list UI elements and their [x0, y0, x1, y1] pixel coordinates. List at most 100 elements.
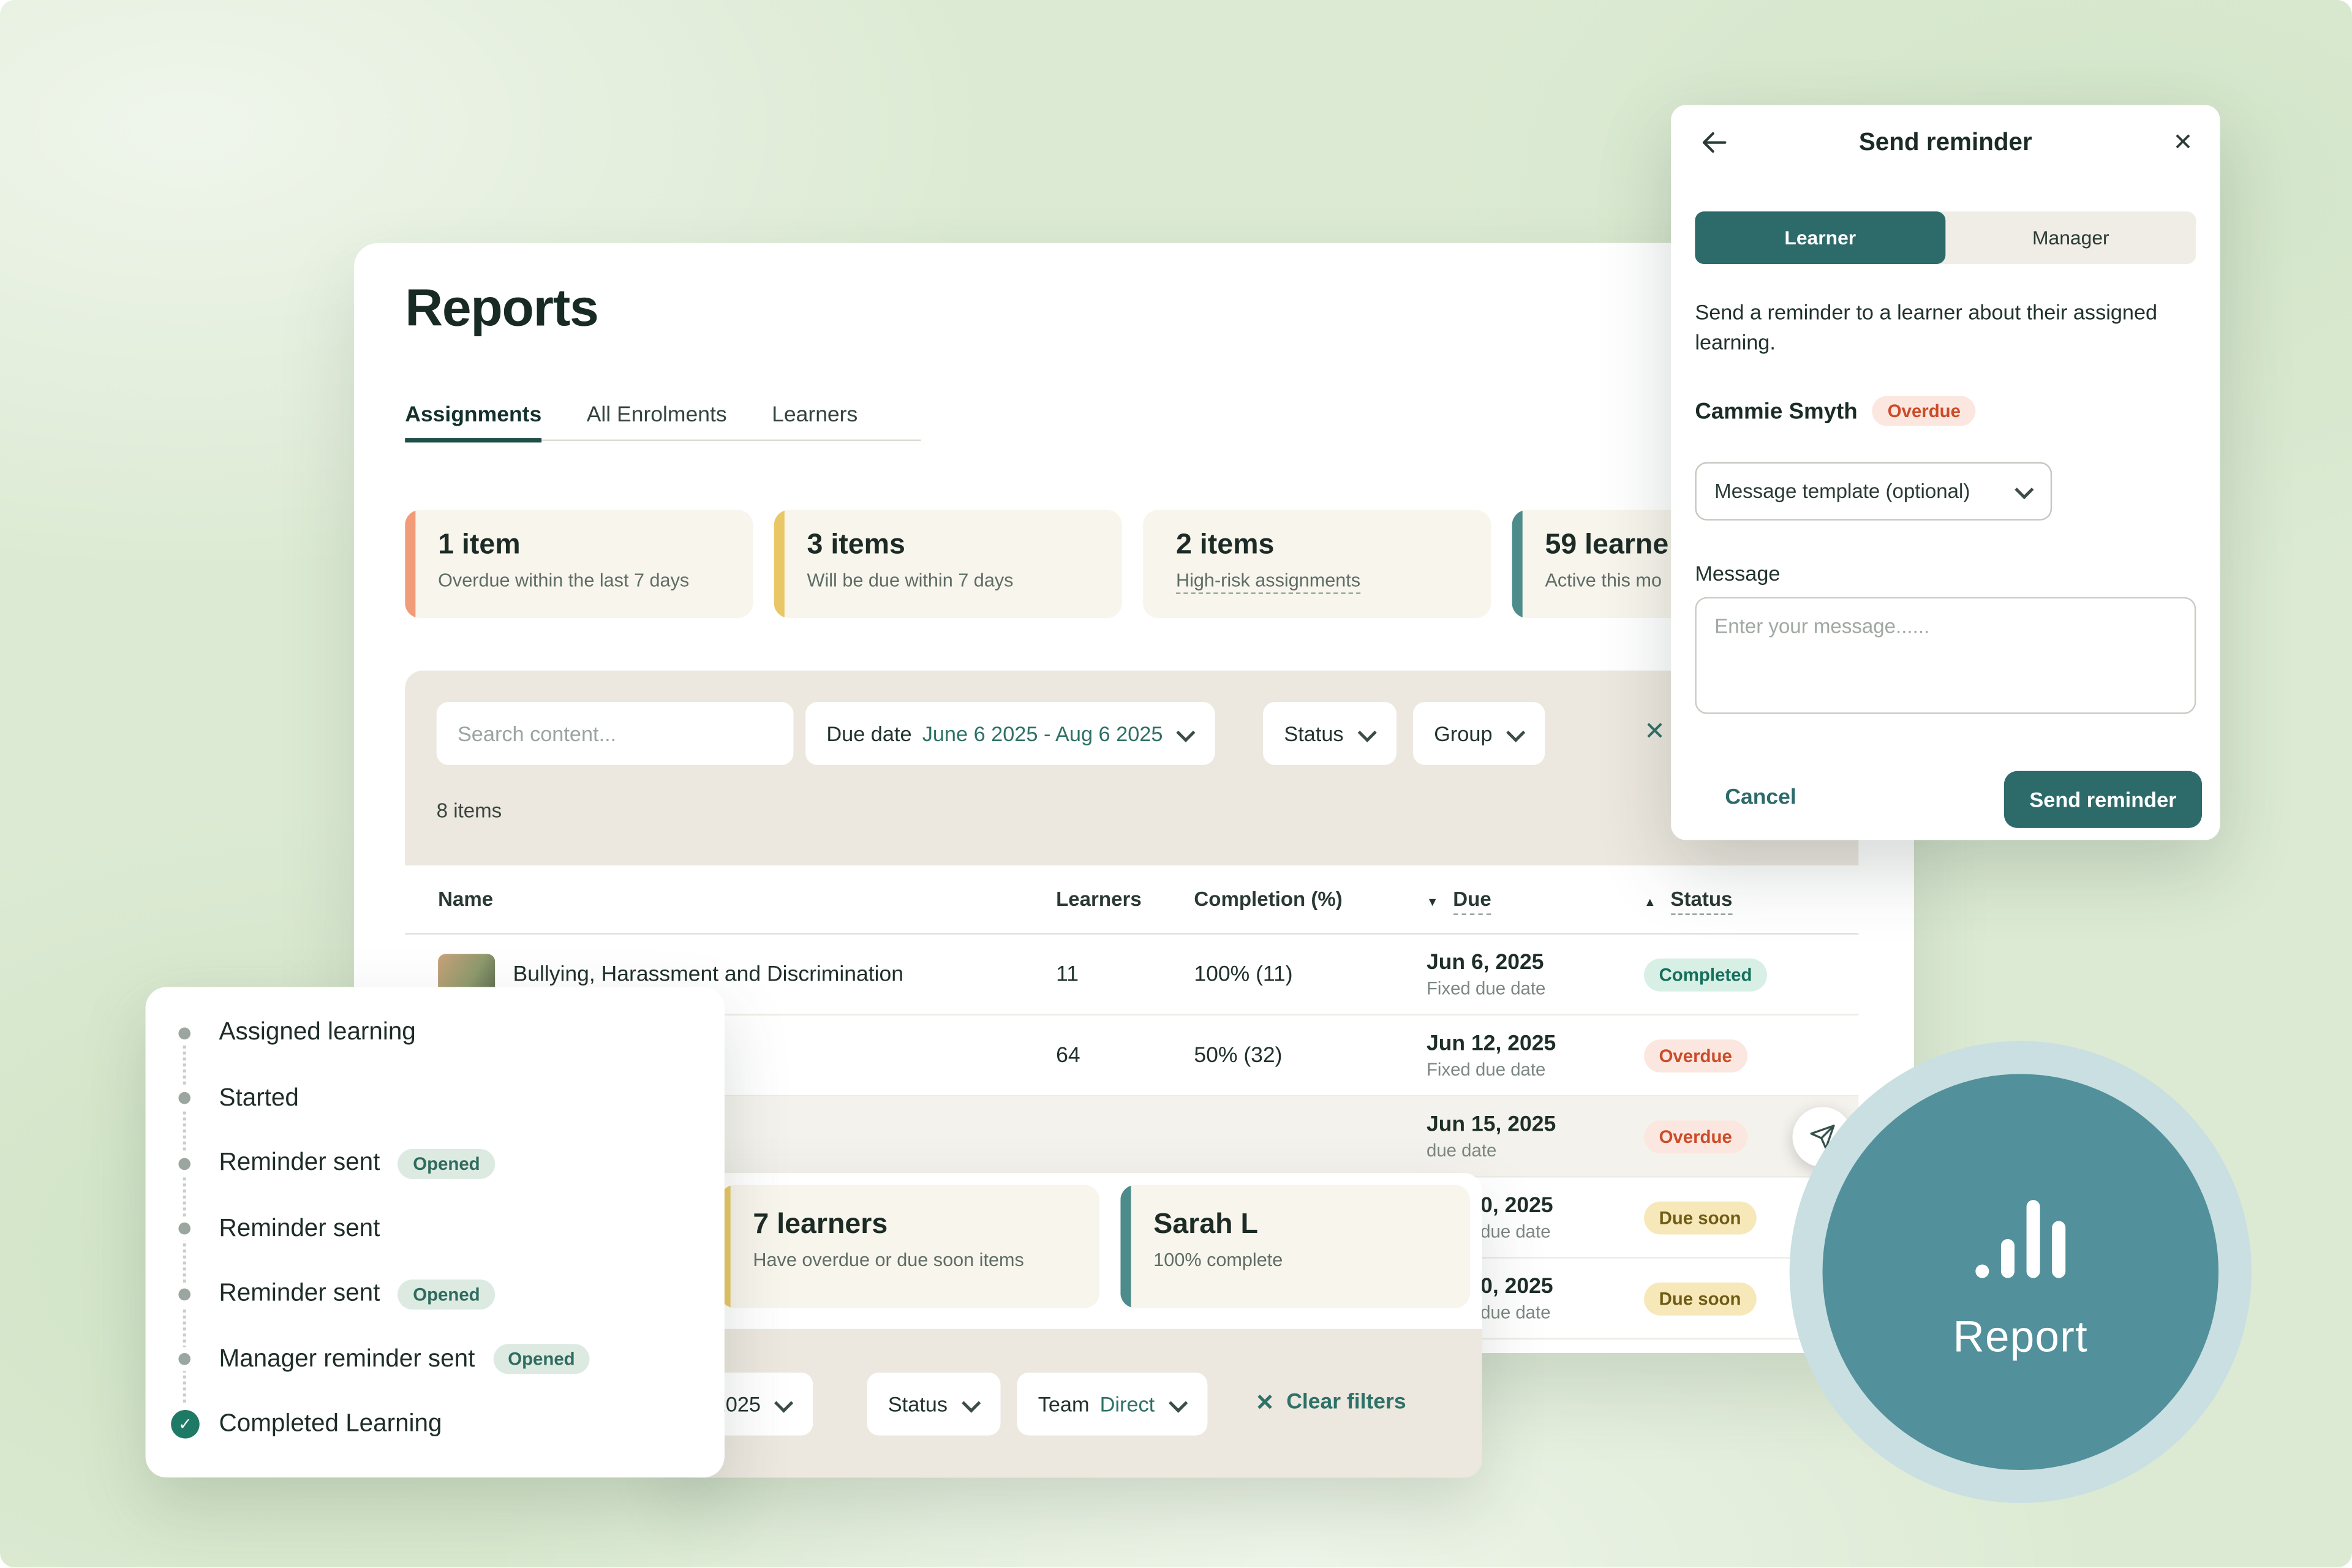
- opened-badge: Opened: [492, 1344, 590, 1374]
- course-name: Bullying, Harassment and Discrimination: [513, 962, 904, 987]
- due-date: Jun 12, 2025: [1426, 1031, 1556, 1055]
- stat-accent-bar: [774, 510, 785, 618]
- check-icon: ✓: [171, 1410, 200, 1439]
- timeline-dot-icon: [178, 1223, 191, 1235]
- learners-count: 64: [1056, 1043, 1080, 1068]
- timeline-items: Assigned learning Started Reminder sent …: [146, 1000, 725, 1457]
- table-row[interactable]: Bullying, Harassment and Discrimination …: [405, 935, 1859, 1016]
- chevron-down-icon: [776, 1396, 793, 1412]
- message-template-dropdown[interactable]: Message template (optional): [1695, 462, 2052, 521]
- recipient-name: Cammie Smyth: [1695, 398, 1858, 424]
- status-badge: Overdue: [1644, 1120, 1747, 1153]
- timeline-item: Reminder sent: [146, 1196, 725, 1262]
- status-badge: Completed: [1644, 957, 1767, 991]
- learner-filter-bar: 2025 Status Team Direct ✕ Clear filters: [673, 1329, 1482, 1478]
- due-date-filter[interactable]: Due date June 6 2025 - Aug 6 2025: [805, 702, 1216, 765]
- tab-all-enrolments[interactable]: All Enrolments: [586, 403, 727, 428]
- stat-cards-row: 1 item Overdue within the last 7 days 3 …: [405, 510, 1860, 618]
- chevron-down-icon: [1359, 725, 1375, 742]
- stat-card-due-soon-items[interactable]: 3 items Will be due within 7 days: [774, 510, 1122, 618]
- bar-chart-icon: [1975, 1200, 2066, 1278]
- status-badge: Due soon: [1644, 1281, 1756, 1315]
- timeline-connector: [183, 1041, 186, 1431]
- timeline-dot-icon: [178, 1158, 191, 1170]
- chevron-down-icon: [1507, 725, 1524, 742]
- timeline-item: ✓ Completed Learning: [146, 1392, 725, 1458]
- stat-value: 3 items: [807, 529, 905, 561]
- stat-accent-bar: [1120, 1185, 1131, 1308]
- toggle-learner[interactable]: Learner: [1695, 211, 1946, 265]
- clear-filters-button[interactable]: ✕ Clear filters: [1256, 1389, 1406, 1416]
- stat-accent-bar: [1512, 510, 1523, 618]
- send-reminder-button[interactable]: Send reminder: [2003, 771, 2203, 828]
- tab-learners[interactable]: Learners: [772, 403, 858, 428]
- due-date-type: due date: [1426, 1139, 1497, 1161]
- table-header-row: Name Learners Completion (%) ▼ Due ▲ Sta…: [405, 865, 1859, 935]
- column-header-status[interactable]: ▲ Status: [1644, 888, 1891, 915]
- sort-ascending-icon: ▲: [1644, 895, 1656, 910]
- timeline-item: Reminder sent Opened: [146, 1131, 725, 1197]
- stat-label: High-risk assignments: [1176, 570, 1470, 594]
- report-badge: Report: [1822, 1074, 2219, 1471]
- table-row[interactable]: 0, 2025 due date Due soon: [405, 1259, 1859, 1340]
- due-date-type: Fixed due date: [1426, 977, 1546, 998]
- recipient-toggle: Learner Manager: [1695, 211, 2196, 265]
- items-count: 8 items: [436, 799, 502, 823]
- timeline-item: Reminder sent Opened: [146, 1262, 725, 1327]
- due-date: Jun 15, 2025: [1426, 1112, 1556, 1137]
- timeline-dot-icon: [178, 1027, 191, 1039]
- stat-value: 1 item: [438, 529, 521, 561]
- status-filter[interactable]: Status: [1263, 702, 1396, 765]
- close-icon: ✕: [1255, 1390, 1275, 1416]
- back-arrow-icon[interactable]: [1701, 130, 1728, 154]
- tab-assignments[interactable]: Assignments: [405, 393, 542, 443]
- due-date-type: due date: [1480, 1220, 1551, 1242]
- stat-card-high-risk[interactable]: 2 items High-risk assignments: [1143, 510, 1491, 618]
- chevron-down-icon: [2016, 483, 2032, 500]
- learner-stat-cards: 7 learners Have overdue or due soon item…: [720, 1185, 1471, 1308]
- due-date: 0, 2025: [1480, 1193, 1553, 1218]
- completion-value: 100% (11): [1194, 962, 1293, 987]
- table-row[interactable]: 64 50% (32) Jun 12, 2025 Fixed due date …: [405, 1016, 1859, 1097]
- modal-header: Send reminder ✕: [1671, 105, 2220, 179]
- message-textarea[interactable]: [1695, 597, 2196, 714]
- toggle-manager[interactable]: Manager: [2032, 226, 2109, 249]
- table-row[interactable]: 0, 2025 due date Due soon: [405, 1177, 1859, 1259]
- stat-label: Will be due within 7 days: [807, 570, 1014, 591]
- team-filter[interactable]: Team Direct: [1017, 1372, 1207, 1436]
- timeline-dot-icon: [178, 1353, 191, 1366]
- completion-value: 50% (32): [1194, 1043, 1283, 1068]
- timeline-item: Started: [146, 1066, 725, 1131]
- chevron-down-icon: [1178, 725, 1194, 742]
- timeline-dot-icon: [178, 1288, 191, 1300]
- column-header-due[interactable]: ▼ Due: [1427, 888, 1644, 915]
- stat-card-learners-overdue[interactable]: 7 learners Have overdue or due soon item…: [720, 1185, 1100, 1308]
- opened-badge: Opened: [398, 1279, 496, 1310]
- stat-label: Overdue within the last 7 days: [438, 570, 690, 591]
- group-filter[interactable]: Group: [1412, 702, 1545, 765]
- chevron-down-icon: [1170, 1396, 1186, 1412]
- stat-value: 59 learne: [1545, 529, 1669, 561]
- cancel-button[interactable]: Cancel: [1725, 786, 1796, 810]
- stat-value: Sarah L: [1153, 1208, 1258, 1241]
- clear-filters-icon[interactable]: ✕: [1644, 717, 1665, 746]
- stat-value: 7 learners: [753, 1208, 888, 1241]
- report-badge-label: Report: [1953, 1314, 2089, 1362]
- close-icon[interactable]: ✕: [2173, 130, 2193, 156]
- status-filter[interactable]: Status: [867, 1372, 1000, 1436]
- search-input[interactable]: [436, 702, 794, 765]
- due-date-value: June 6 2025 - Aug 6 2025: [922, 721, 1163, 746]
- message-label: Message: [1695, 560, 1781, 586]
- team-filter-label: Team: [1038, 1392, 1090, 1416]
- due-date-label: Due date: [826, 721, 912, 746]
- modal-description: Send a reminder to a learner about their…: [1695, 300, 2158, 355]
- timeline-item: Assigned learning: [146, 1000, 725, 1066]
- stat-card-top-learner[interactable]: Sarah L 100% complete: [1120, 1185, 1471, 1308]
- paper-plane-icon: [1810, 1125, 1835, 1150]
- learning-timeline-card: Assigned learning Started Reminder sent …: [145, 987, 725, 1478]
- stat-card-overdue-items[interactable]: 1 item Overdue within the last 7 days: [405, 510, 753, 618]
- due-date-type: Fixed due date: [1426, 1058, 1546, 1080]
- send-reminder-modal: Send reminder ✕ Learner Manager Send a r…: [1671, 105, 2220, 840]
- status-badge: Due soon: [1644, 1200, 1756, 1234]
